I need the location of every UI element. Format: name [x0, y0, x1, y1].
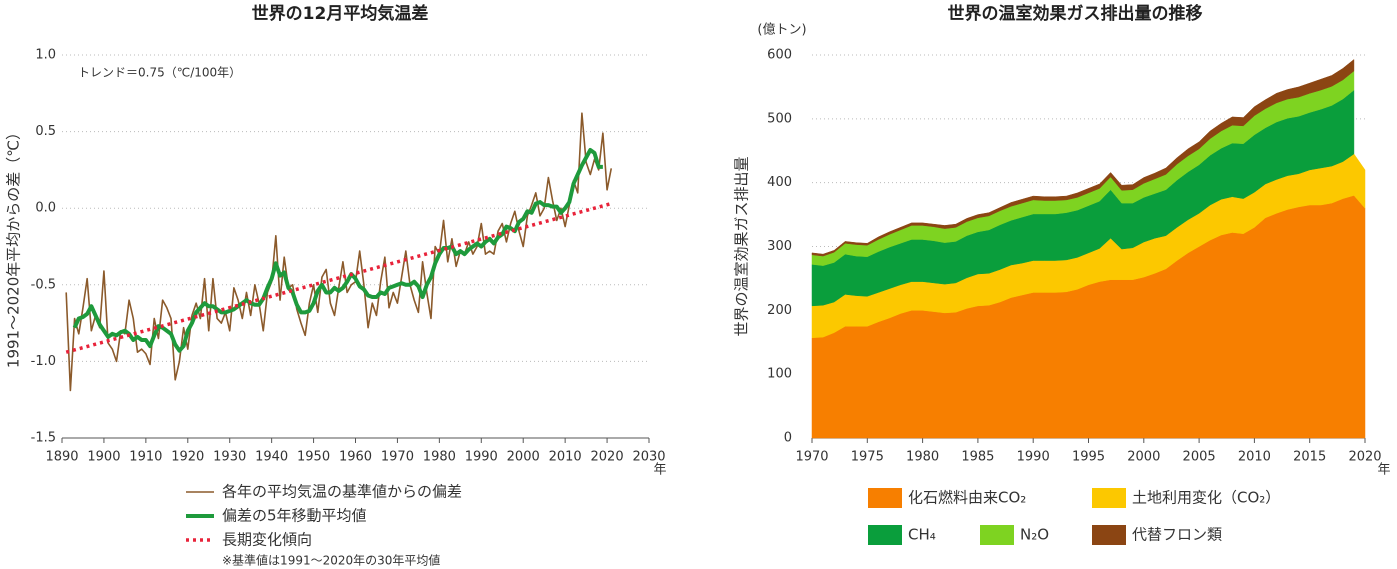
x-tick-label: 1910 [129, 450, 162, 465]
y-tick-label: 0.0 [35, 201, 56, 216]
y-tick-label: 300 [767, 239, 792, 254]
x-tick-label: 1985 [961, 450, 994, 465]
x-tick-label: 2010 [549, 450, 582, 465]
legend-swatch [868, 525, 902, 545]
annotation: トレンド＝0.75（℃/100年） [78, 66, 241, 80]
chart-title: 世界の温室効果ガス排出量の推移 [948, 3, 1203, 24]
series-line [65, 201, 612, 354]
legend-swatch [868, 488, 902, 508]
x-tick-label: 1990 [1017, 450, 1050, 465]
y-unit: (億トン) [757, 22, 806, 38]
footnote: ※基準値は1991～2020年の30年平均値 [222, 553, 440, 568]
chart-title: 世界の12月平均気温差 [252, 3, 429, 24]
x-tick-label: 1890 [45, 450, 78, 465]
legend-label: 各年の平均気温の基準値からの偏差 [222, 483, 462, 501]
legend-label: 土地利用変化（CO₂） [1132, 489, 1280, 507]
x-tick-label: 1975 [851, 450, 884, 465]
y-tick-label: -1.0 [31, 354, 56, 369]
legend-label: 偏差の5年移動平均値 [222, 507, 367, 525]
legend-label: 長期変化傾向 [222, 531, 312, 549]
x-tick-label: 1980 [906, 450, 939, 465]
y-tick-label: 0 [784, 431, 792, 446]
x-tick-label: 2030 [632, 450, 665, 465]
y-axis-label: 1991～2020年平均からの差（℃） [5, 125, 23, 368]
legend-swatch [1092, 488, 1126, 508]
x-tick-label: 2010 [1238, 450, 1271, 465]
x-tick-label: 1950 [297, 450, 330, 465]
legend-label: 化石燃料由来CO₂ [908, 489, 1026, 507]
x-tick-label: 1970 [381, 450, 414, 465]
x-tick-label: 1980 [423, 450, 456, 465]
legend-label: N₂O [1020, 526, 1049, 544]
x-tick-label: 1920 [171, 450, 204, 465]
y-tick-label: 400 [767, 175, 792, 190]
x-tick-label: 2015 [1293, 450, 1326, 465]
y-tick-label: 100 [767, 367, 792, 382]
x-axis-unit: 年 [653, 463, 666, 478]
y-tick-label: 1.0 [35, 48, 56, 63]
x-tick-label: 2000 [507, 450, 540, 465]
y-tick-label: 200 [767, 303, 792, 318]
x-tick-label: 1995 [1072, 450, 1105, 465]
y-axis-label: 世界の温室効果ガス排出量 [733, 156, 751, 336]
x-axis-unit: 年 [1377, 463, 1390, 478]
x-tick-label: 1930 [213, 450, 246, 465]
x-tick-label: 1900 [87, 450, 120, 465]
legend-label: 代替フロン類 [1132, 526, 1222, 544]
legend-label: CH₄ [908, 526, 936, 544]
x-tick-label: 2005 [1183, 450, 1216, 465]
series-area [811, 58, 1355, 257]
x-tick-label: 1970 [795, 450, 828, 465]
y-tick-label: 500 [767, 111, 792, 126]
x-tick-label: 1960 [339, 450, 372, 465]
y-tick-label: 0.5 [35, 124, 56, 139]
x-tick-label: 1990 [465, 450, 498, 465]
x-tick-label: 2000 [1127, 450, 1160, 465]
x-tick-label: 2020 [1348, 450, 1381, 465]
y-tick-label: -1.5 [31, 431, 56, 446]
series-line [65, 112, 613, 392]
x-tick-label: 1940 [255, 450, 288, 465]
x-tick-label: 2020 [591, 450, 624, 465]
y-tick-label: 600 [767, 48, 792, 63]
y-tick-label: -0.5 [31, 277, 56, 292]
legend-swatch [980, 525, 1014, 545]
legend-swatch [1092, 525, 1126, 545]
